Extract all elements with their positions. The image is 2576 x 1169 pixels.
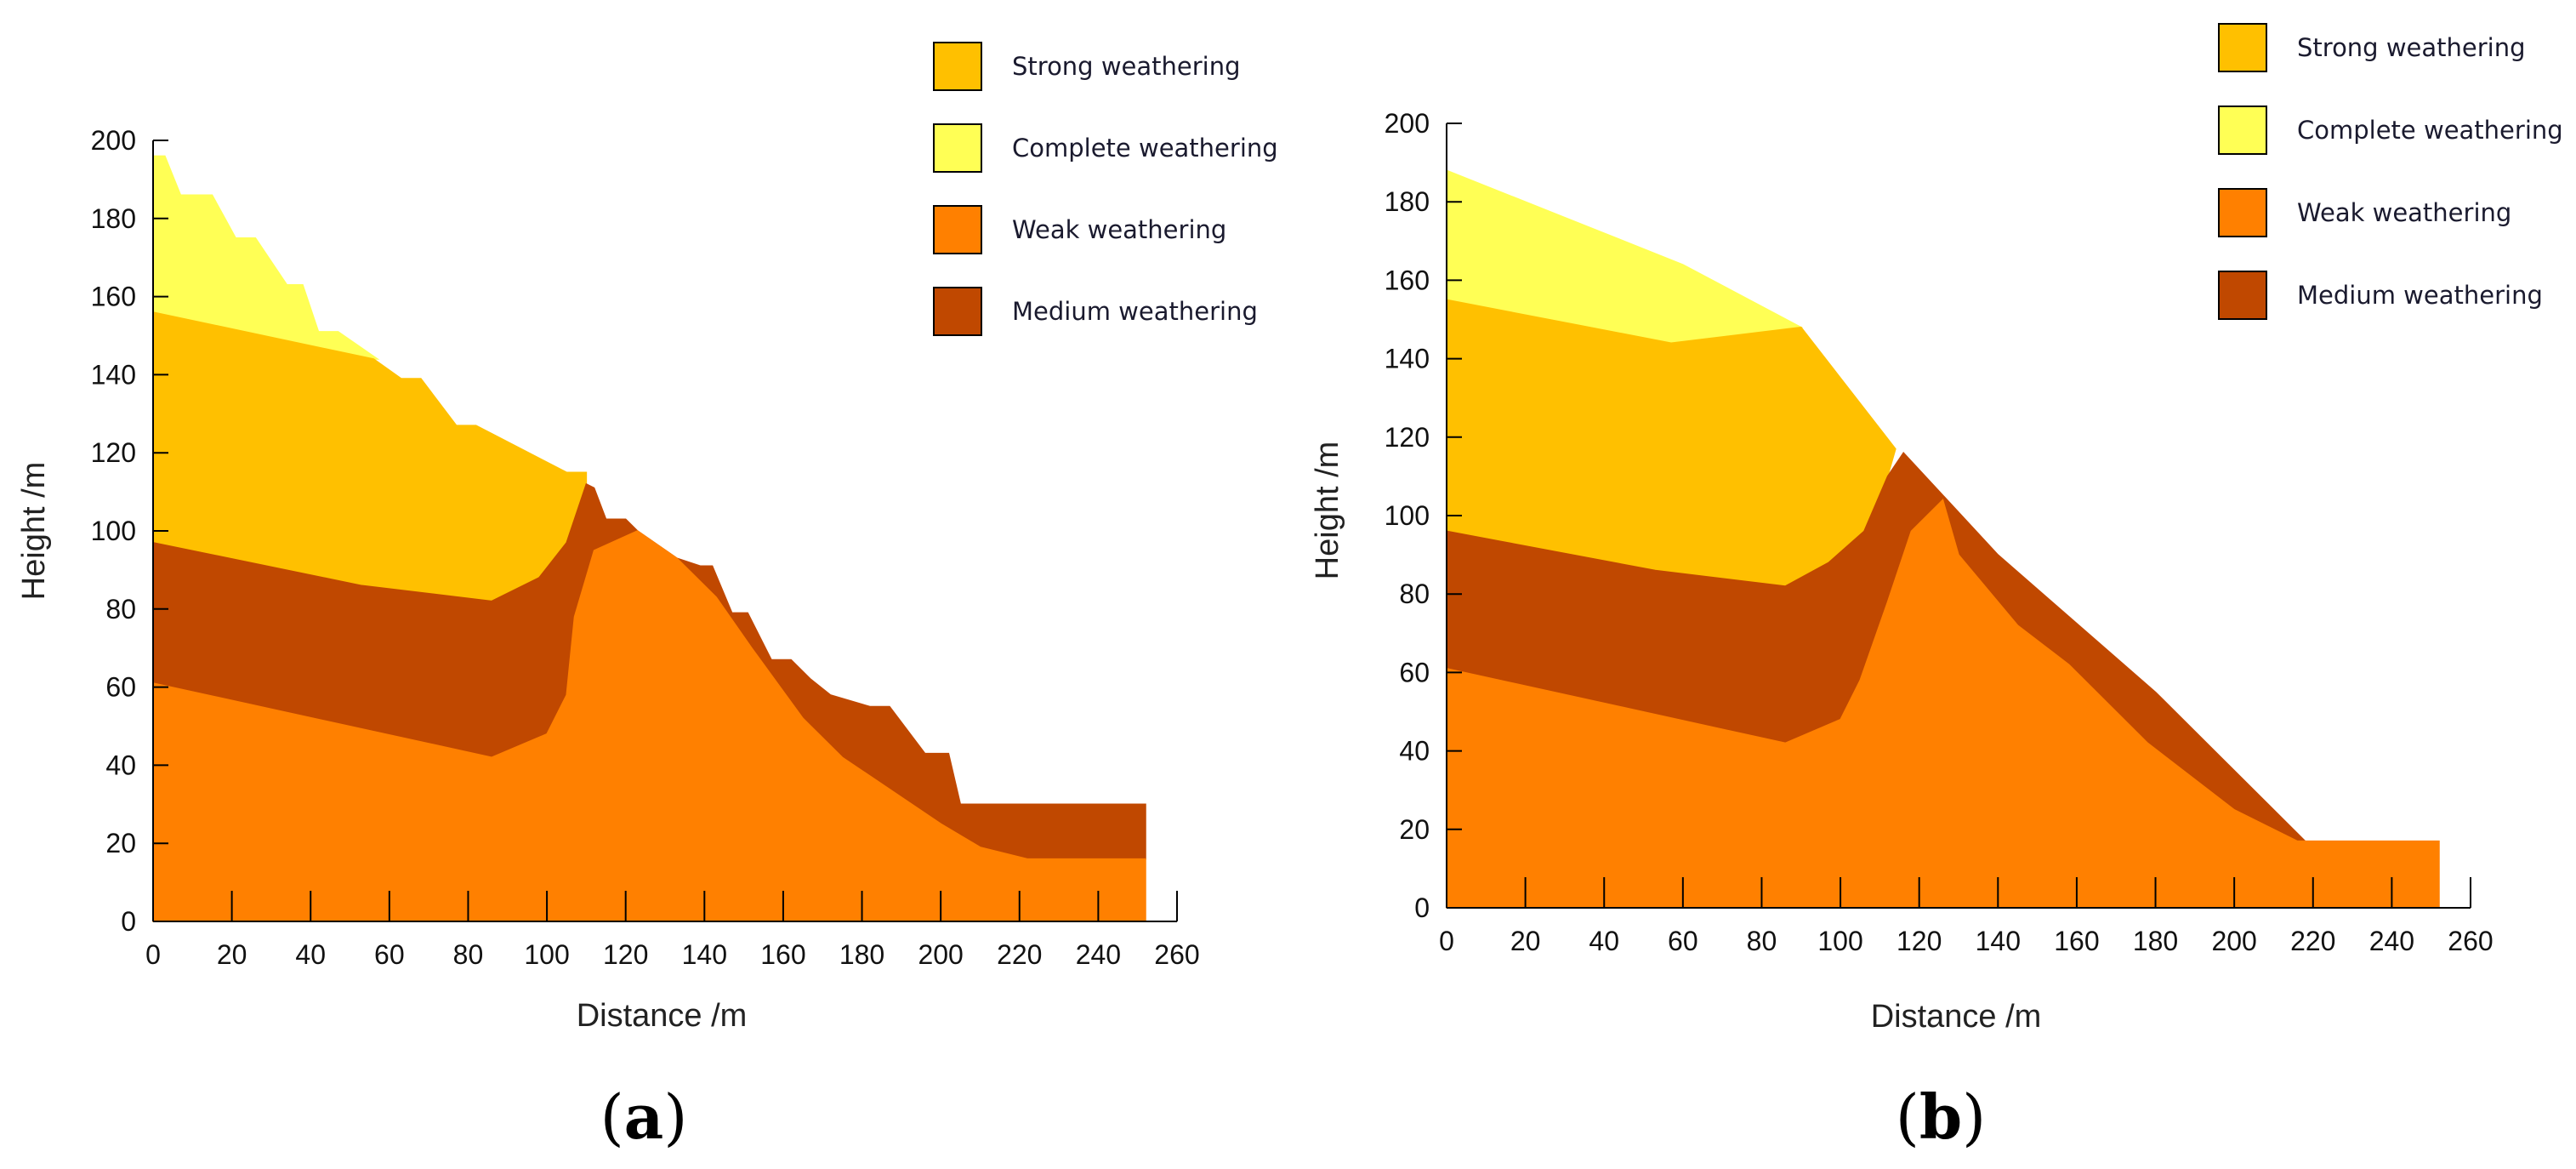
y-tick-label: 40 bbox=[105, 750, 136, 780]
legend-label-weak: Weak weathering bbox=[2297, 198, 2511, 227]
chart-b-svg: 0 20 40 60 80 100 120 140 160 180 200 0 20 40 60 80 100 1… bbox=[1310, 23, 2563, 1153]
y-tick-label: 0 bbox=[1414, 892, 1430, 923]
y-tick-label: 0 bbox=[121, 906, 136, 937]
y-tick-label: 80 bbox=[105, 594, 136, 624]
y-tick-label: 100 bbox=[1385, 500, 1430, 531]
x-tick-label: 180 bbox=[2133, 926, 2178, 956]
y-tick-label: 100 bbox=[91, 516, 136, 546]
legend-swatch-complete bbox=[2218, 105, 2267, 155]
y-tick-label: 20 bbox=[105, 828, 136, 858]
layer-weak-weathering bbox=[1446, 499, 2440, 909]
x-tick-label: 180 bbox=[839, 939, 884, 970]
y-tick-label: 180 bbox=[1385, 186, 1430, 217]
x-tick-label: 80 bbox=[453, 939, 484, 970]
x-tick-label: 160 bbox=[760, 939, 805, 970]
legend-label-complete: Complete weathering bbox=[2297, 116, 2563, 145]
y-axis-title: Height /m bbox=[16, 462, 52, 601]
y-tick-label: 20 bbox=[1399, 814, 1430, 845]
legend: Strong weathering Complete weathering Weak… bbox=[2218, 23, 2563, 320]
y-tick-label: 60 bbox=[105, 672, 136, 703]
chart-panel-a: 0 20 40 60 80 100 120 140 160 180 200 0 20 40 60 80 100 1… bbox=[16, 42, 1278, 1153]
layer-weak-weathering bbox=[152, 530, 1146, 922]
chart-panel-b: 0 20 40 60 80 100 120 140 160 180 200 0 20 40 60 80 100 1… bbox=[1288, 0, 2576, 1169]
x-tick-label: 260 bbox=[1154, 939, 1199, 970]
x-tick-label: 160 bbox=[2054, 926, 2099, 956]
legend-swatch-medium bbox=[2218, 271, 2267, 320]
x-tick-label: 240 bbox=[2369, 926, 2414, 956]
legend-label-weak: Weak weathering bbox=[1012, 215, 1226, 244]
legend-label-strong: Strong weathering bbox=[1012, 52, 1241, 81]
x-tick-label: 200 bbox=[2211, 926, 2256, 956]
x-tick-label: 0 bbox=[1439, 926, 1454, 956]
layer-strong-weathering bbox=[1446, 299, 1896, 587]
y-tick-label: 160 bbox=[91, 282, 136, 312]
y-tick-label: 180 bbox=[91, 203, 136, 234]
x-tick-label: 100 bbox=[524, 939, 569, 970]
legend: Strong weathering Complete weathering Weak… bbox=[933, 42, 1278, 336]
legend-label-medium: Medium weathering bbox=[2297, 281, 2543, 310]
y-tick-label: 200 bbox=[91, 125, 136, 156]
x-tick-label: 100 bbox=[1817, 926, 1862, 956]
y-tick-label: 60 bbox=[1399, 657, 1430, 687]
legend-swatch-weak bbox=[933, 205, 982, 254]
x-tick-label: 20 bbox=[217, 939, 247, 970]
panel-caption: (b) bbox=[1896, 1081, 1987, 1153]
y-axis-title: Height /m bbox=[1310, 442, 1345, 580]
legend-swatch-weak bbox=[2218, 188, 2267, 237]
x-tick-label: 0 bbox=[145, 939, 161, 970]
y-tick-label: 160 bbox=[1385, 265, 1430, 295]
x-tick-label: 60 bbox=[1668, 926, 1698, 956]
layers bbox=[152, 155, 1146, 922]
x-tick-label: 80 bbox=[1747, 926, 1777, 956]
y-tick-label: 140 bbox=[91, 359, 136, 390]
x-axis-title: Distance /m bbox=[1871, 999, 2042, 1035]
legend-swatch-strong bbox=[933, 42, 982, 91]
x-tick-label: 260 bbox=[2448, 926, 2493, 956]
x-tick-label: 20 bbox=[1510, 926, 1541, 956]
x-tick-label: 200 bbox=[918, 939, 963, 970]
legend-label-medium: Medium weathering bbox=[1012, 297, 1258, 326]
x-tick-label: 120 bbox=[603, 939, 648, 970]
y-tick-label: 200 bbox=[1385, 108, 1430, 139]
axes: 0 20 40 60 80 100 120 140 160 180 200 0 20 40 60 80 100 1… bbox=[91, 125, 1200, 970]
legend-label-strong: Strong weathering bbox=[2297, 33, 2526, 62]
y-tick-label: 120 bbox=[91, 437, 136, 468]
y-tick-label: 140 bbox=[1385, 344, 1430, 374]
legend-label-complete: Complete weathering bbox=[1012, 134, 1278, 163]
y-tick-label: 80 bbox=[1399, 579, 1430, 609]
x-tick-label: 40 bbox=[295, 939, 326, 970]
x-tick-label: 220 bbox=[997, 939, 1042, 970]
legend-swatch-complete bbox=[933, 123, 982, 173]
chart-a-svg: 0 20 40 60 80 100 120 140 160 180 200 0 20 40 60 80 100 1… bbox=[16, 42, 1278, 1153]
legend-swatch-medium bbox=[933, 287, 982, 336]
panel-caption: (a) bbox=[600, 1081, 688, 1153]
legend-swatch-strong bbox=[2218, 23, 2267, 72]
x-tick-label: 240 bbox=[1076, 939, 1121, 970]
x-tick-label: 120 bbox=[1896, 926, 1942, 956]
layers bbox=[1446, 169, 2440, 909]
axes: 0 20 40 60 80 100 120 140 160 180 200 0 20 40 60 80 100 1… bbox=[1385, 108, 2494, 956]
x-tick-label: 40 bbox=[1589, 926, 1619, 956]
x-tick-label: 60 bbox=[374, 939, 405, 970]
x-tick-label: 140 bbox=[682, 939, 727, 970]
x-tick-label: 220 bbox=[2290, 926, 2335, 956]
x-axis-title: Distance /m bbox=[577, 998, 748, 1034]
x-tick-label: 140 bbox=[1976, 926, 2021, 956]
y-tick-label: 120 bbox=[1385, 422, 1430, 453]
y-tick-label: 40 bbox=[1399, 736, 1430, 767]
